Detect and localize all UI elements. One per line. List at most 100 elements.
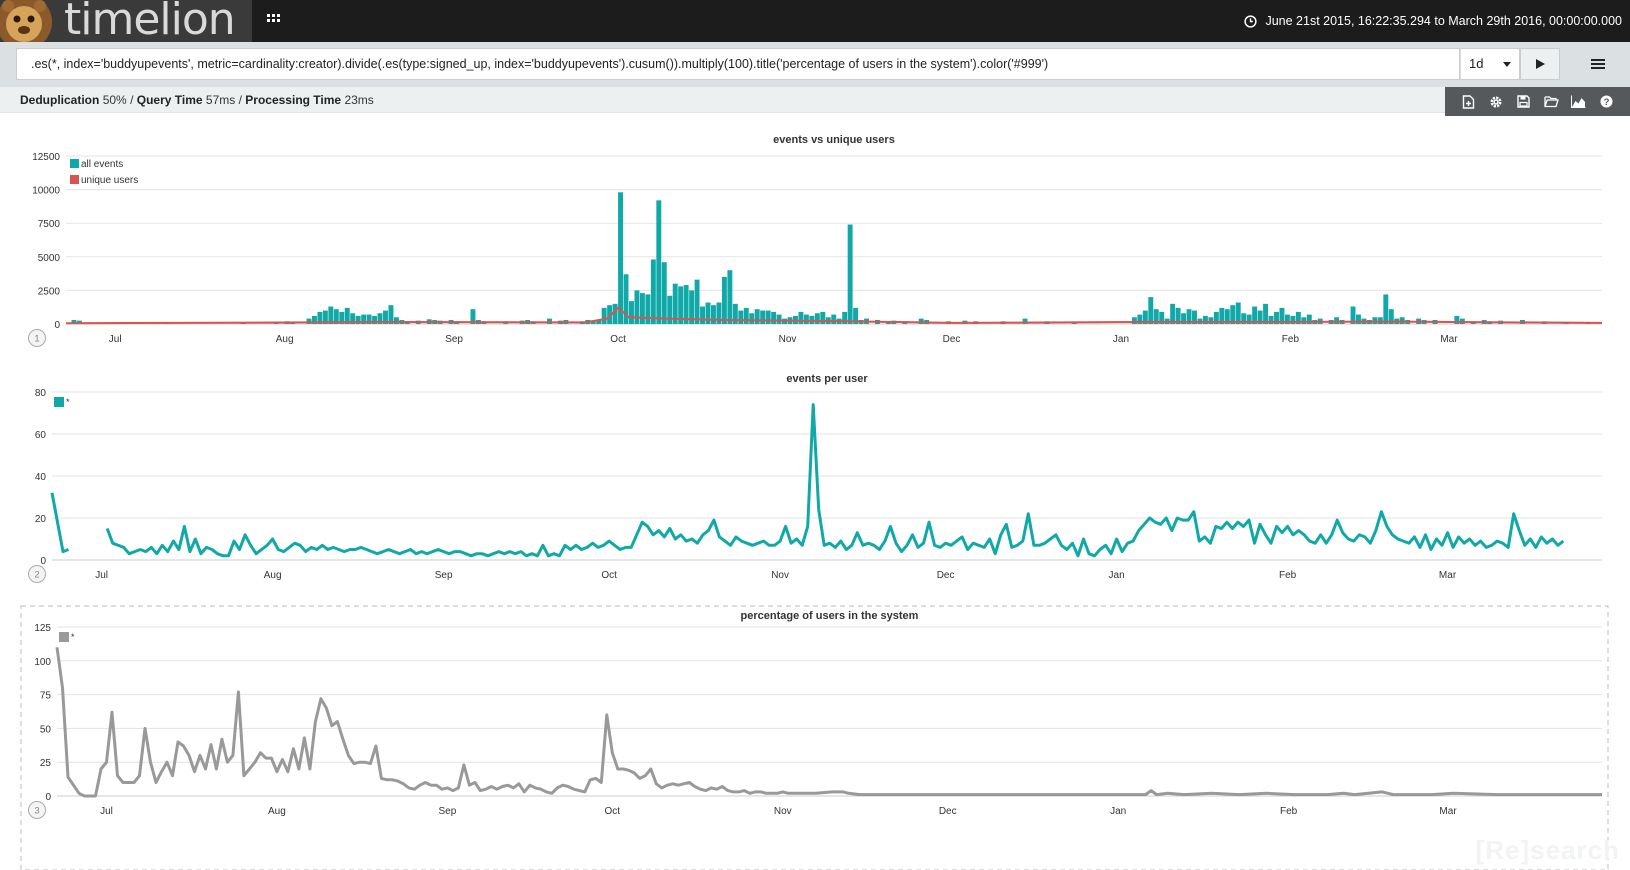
x-tick-label: Dec	[937, 570, 955, 581]
bar-all-events	[765, 310, 771, 324]
bar-all-events	[1022, 318, 1028, 324]
bar-all-events	[1148, 297, 1154, 324]
series-line-star	[105, 403, 1565, 558]
separator: /	[238, 93, 242, 107]
bar-all-events	[393, 317, 399, 324]
x-tick-label: Mar	[1440, 334, 1458, 345]
x-tick-label: Aug	[264, 570, 282, 581]
new-sheet-icon[interactable]	[1461, 94, 1477, 110]
bar-all-events	[470, 309, 476, 324]
bar-all-events	[776, 314, 782, 324]
x-tick-label: Feb	[1282, 334, 1300, 345]
bar-all-events	[711, 305, 716, 324]
save-icon[interactable]	[1516, 94, 1532, 110]
interval-select[interactable]: 1d	[1460, 48, 1520, 80]
chart-panel-3[interactable]: percentage of users in the system 0 25 50 75…	[20, 605, 1609, 870]
bar-all-events	[1175, 307, 1181, 324]
bar-all-events	[683, 285, 689, 324]
bar-all-events	[705, 302, 711, 324]
y-tick-label: 0	[45, 792, 51, 803]
y-tick-label: 2500	[38, 286, 61, 297]
x-tick-label: Sep	[438, 806, 456, 817]
x-tick-label: Sep	[445, 334, 463, 345]
bar-all-events	[798, 311, 804, 324]
menu-button[interactable]	[1584, 52, 1612, 76]
bar-all-events	[831, 314, 837, 324]
legend-label[interactable]: unique users	[81, 175, 138, 186]
bar-all-events	[1284, 314, 1290, 324]
bar-all-events	[814, 313, 820, 324]
settings-icon[interactable]	[1488, 94, 1504, 110]
bar-all-events	[1350, 306, 1356, 324]
bar-all-events	[1186, 309, 1192, 324]
bar-all-events	[590, 321, 596, 324]
bar-all-events	[716, 302, 722, 324]
bar-all-events	[1334, 317, 1340, 324]
bar-all-events	[344, 307, 350, 324]
legend-label[interactable]: *	[66, 397, 70, 407]
x-tick-label: Dec	[939, 806, 957, 817]
bar-all-events	[317, 311, 323, 324]
charts-area: events vs unique users025005000750010000…	[20, 134, 1609, 870]
apps-grid-icon[interactable]	[266, 12, 282, 28]
run-button[interactable]	[1520, 48, 1560, 80]
legend-label[interactable]: all events	[81, 159, 123, 170]
x-tick-label: Feb	[1280, 806, 1298, 817]
bar-all-events	[694, 279, 700, 324]
bar-all-events	[612, 303, 618, 324]
stats-bar: Deduplication 50% / Query Time 57ms / Pr…	[0, 87, 1630, 113]
bar-all-events	[732, 303, 738, 324]
chart-number: 1	[34, 334, 39, 345]
bar-all-events	[639, 293, 645, 324]
bar-all-events	[339, 311, 345, 324]
bar-all-events	[1263, 303, 1269, 324]
legend-swatch[interactable]	[59, 632, 69, 642]
chart-number-badge[interactable]	[28, 801, 46, 819]
bar-all-events	[754, 309, 760, 324]
bar-all-events	[618, 192, 624, 324]
time-range-picker[interactable]: June 21st 2015, 16:22:35.294 to March 29…	[1244, 12, 1622, 30]
x-tick-label: Jul	[95, 570, 108, 581]
bar-all-events	[1399, 317, 1405, 324]
bar-all-events	[383, 310, 388, 324]
legend-swatch[interactable]	[54, 397, 64, 407]
x-tick-label: Sep	[435, 570, 453, 581]
chart-icon[interactable]	[1571, 94, 1587, 110]
bar-all-events	[355, 315, 361, 324]
x-tick-label: Jul	[109, 334, 122, 345]
legend-swatch[interactable]	[70, 175, 79, 184]
chart-number-badge[interactable]	[28, 565, 46, 583]
chart-panel-1[interactable]: events vs unique users 0 2500 5000 7500 10000…	[28, 134, 1603, 347]
x-tick-label: Jan	[1110, 806, 1126, 817]
bar-all-events	[311, 315, 317, 324]
bar-all-events	[918, 318, 924, 324]
expression-input[interactable]	[16, 48, 1460, 80]
bar-all-events	[749, 313, 755, 324]
play-icon	[1536, 59, 1545, 69]
dedup-value: 50%	[102, 93, 127, 107]
x-tick-label: Nov	[774, 806, 792, 817]
bar-all-events	[1202, 315, 1208, 324]
bar-all-events	[547, 318, 552, 324]
bar-all-events	[743, 307, 749, 324]
bar-all-events	[721, 276, 727, 324]
bar-all-events	[629, 301, 634, 324]
legend-swatch[interactable]	[70, 159, 79, 168]
bar-all-events	[656, 200, 662, 324]
bar-all-events	[1131, 317, 1137, 324]
chart-number-badge[interactable]	[28, 329, 46, 347]
bar-all-events	[601, 307, 607, 324]
sheet-toolbar: ?	[1445, 87, 1630, 116]
x-tick-label: Jan	[1109, 570, 1125, 581]
bar-all-events	[1224, 309, 1230, 324]
x-tick-label: Aug	[276, 334, 294, 345]
bar-all-events	[847, 224, 853, 324]
y-tick-label: 20	[35, 514, 47, 525]
bar-all-events	[650, 259, 656, 324]
bar-all-events	[689, 290, 695, 324]
help-icon[interactable]: ?	[1598, 94, 1614, 110]
open-folder-icon[interactable]	[1543, 94, 1559, 110]
bar-all-events	[388, 305, 394, 324]
legend-label[interactable]: *	[71, 632, 75, 642]
chart-panel-2[interactable]: events per user 0 20 40 60 80 Jul Aug Sep Oct Nov D…	[28, 373, 1603, 583]
